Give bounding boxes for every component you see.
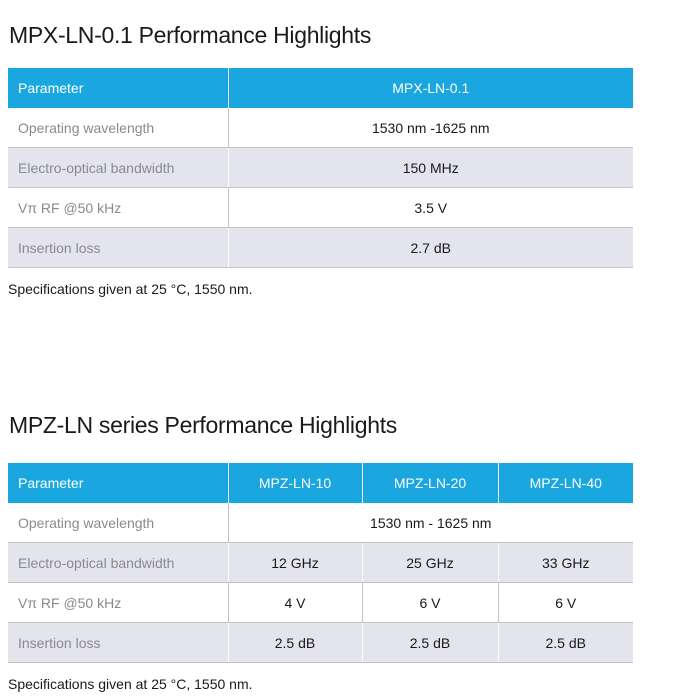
spec-conditions-note-1: Specifications given at 25 °C, 1550 nm.: [8, 281, 253, 297]
table-row: Vπ RF @50 kHz 3.5 V: [8, 187, 633, 228]
section-title-mpx: MPX-LN-0.1 Performance Highlights: [9, 22, 372, 48]
table-row: Electro-optical bandwidth 150 MHz: [8, 147, 633, 188]
table-header-row: Parameter MPZ-LN-10 MPZ-LN-20 MPZ-LN-40: [8, 463, 633, 503]
param-value: 150 MHz: [227, 147, 633, 188]
table-row: Operating wavelength 1530 nm - 1625 nm: [8, 503, 633, 543]
spec-conditions-note-2: Specifications given at 25 °C, 1550 nm.: [8, 676, 253, 692]
param-label: Electro-optical bandwidth: [8, 147, 228, 188]
param-value: 33 GHz: [497, 542, 633, 583]
mpz-spec-table: Parameter MPZ-LN-10 MPZ-LN-20 MPZ-LN-40 …: [8, 463, 633, 663]
param-value: 2.5 dB: [497, 622, 633, 663]
param-label: Operating wavelength: [8, 108, 228, 148]
table-row: Electro-optical bandwidth 12 GHz 25 GHz …: [8, 542, 633, 583]
param-value: 3.5 V: [227, 187, 633, 228]
param-value: 1530 nm - 1625 nm: [227, 503, 633, 543]
table-row: Operating wavelength 1530 nm -1625 nm: [8, 108, 633, 148]
table-row: Insertion loss 2.7 dB: [8, 227, 633, 268]
param-value: 2.5 dB: [227, 622, 362, 663]
mpx-spec-table: Parameter MPX-LN-0.1 Operating wavelengt…: [8, 68, 633, 268]
header-parameter: Parameter: [8, 463, 228, 503]
table-row: Vπ RF @50 kHz 4 V 6 V 6 V: [8, 582, 633, 623]
param-label: Vπ RF @50 kHz: [8, 187, 228, 228]
param-value: 25 GHz: [361, 542, 498, 583]
param-value: 2.7 dB: [227, 227, 633, 268]
param-label: Vπ RF @50 kHz: [8, 582, 228, 623]
param-value: 4 V: [227, 582, 362, 623]
param-label: Electro-optical bandwidth: [8, 542, 228, 583]
param-value: 1530 nm -1625 nm: [227, 108, 633, 148]
param-label: Insertion loss: [8, 227, 228, 268]
param-value: 6 V: [361, 582, 498, 623]
param-label: Insertion loss: [8, 622, 228, 663]
table-header-row: Parameter MPX-LN-0.1: [8, 68, 633, 108]
header-mpz-ln-10: MPZ-LN-10: [227, 463, 362, 503]
table-row: Insertion loss 2.5 dB 2.5 dB 2.5 dB: [8, 622, 633, 663]
param-value: 2.5 dB: [361, 622, 498, 663]
param-value: 12 GHz: [227, 542, 362, 583]
header-mpz-ln-20: MPZ-LN-20: [361, 463, 498, 503]
header-mpx-ln-0-1: MPX-LN-0.1: [227, 68, 633, 108]
header-mpz-ln-40: MPZ-LN-40: [497, 463, 633, 503]
section-title-mpz: MPZ-LN series Performance Highlights: [9, 412, 397, 438]
param-label: Operating wavelength: [8, 503, 228, 543]
param-value: 6 V: [497, 582, 633, 623]
header-parameter: Parameter: [8, 68, 228, 108]
